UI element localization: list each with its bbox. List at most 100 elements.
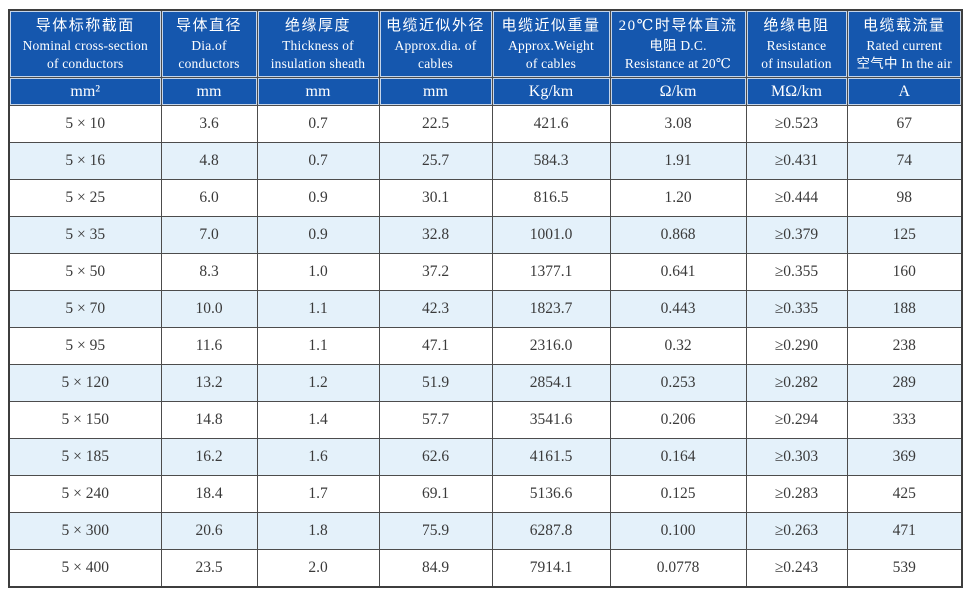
column-header-en: cables xyxy=(418,55,453,71)
column-header: 导体直径 Dia.of conductors xyxy=(160,9,258,78)
table-cell: 75.9 xyxy=(378,512,493,550)
table-cell: 0.443 xyxy=(609,290,747,328)
table-cell: 421.6 xyxy=(491,105,611,143)
table-cell: 5 × 35 xyxy=(8,216,162,254)
table-cell: ≥0.431 xyxy=(745,142,848,180)
table-cell: 1823.7 xyxy=(491,290,611,328)
table-cell: 98 xyxy=(846,179,963,217)
table-cell: 22.5 xyxy=(378,105,493,143)
table-cell: 5 × 150 xyxy=(8,401,162,439)
table-cell: ≥0.294 xyxy=(745,401,848,439)
table-cell: 0.0778 xyxy=(609,549,747,588)
table-cell: 0.253 xyxy=(609,364,747,402)
table-cell: 74 xyxy=(846,142,963,180)
table-row: 5 × 240 18.4 1.7 69.1 5136.6 0.125 ≥0.283 425 xyxy=(8,475,963,513)
table-cell: 584.3 xyxy=(491,142,611,180)
column-header-en: Approx.Weight xyxy=(508,37,594,53)
table-cell: 62.6 xyxy=(378,438,493,476)
unit-cell: Kg/km xyxy=(491,77,611,106)
table-cell: 1.4 xyxy=(256,401,380,439)
table-cell: 16.2 xyxy=(160,438,258,476)
table-cell: ≥0.243 xyxy=(745,549,848,588)
column-header-en: 电阻 D.C. xyxy=(649,37,707,53)
table-cell: 0.9 xyxy=(256,216,380,254)
table-cell: 20.6 xyxy=(160,512,258,550)
table-cell: 0.206 xyxy=(609,401,747,439)
table-cell: 13.2 xyxy=(160,364,258,402)
unit-cell: mm xyxy=(378,77,493,106)
unit-cell: mm xyxy=(160,77,258,106)
table-cell: 5 × 120 xyxy=(8,364,162,402)
table-cell: 5 × 95 xyxy=(8,327,162,365)
table-cell: 7.0 xyxy=(160,216,258,254)
column-header-zh: 绝缘厚度 xyxy=(284,17,351,34)
table-cell: 1001.0 xyxy=(491,216,611,254)
table-cell: 1.0 xyxy=(256,253,380,291)
table-cell: 18.4 xyxy=(160,475,258,513)
table-cell: 5 × 50 xyxy=(8,253,162,291)
table-cell: 8.3 xyxy=(160,253,258,291)
table-cell: 11.6 xyxy=(160,327,258,365)
table-cell: 14.8 xyxy=(160,401,258,439)
table-cell: 6.0 xyxy=(160,179,258,217)
table-row: 5 × 400 23.5 2.0 84.9 7914.1 0.0778 ≥0.243 539 xyxy=(8,549,963,588)
unit-cell: mm² xyxy=(8,77,162,106)
table-cell: 5 × 185 xyxy=(8,438,162,476)
column-header-zh: 导体直径 xyxy=(175,17,242,34)
units-row: mm² mm mm mm Kg/km Ω/km MΩ/km A xyxy=(8,77,963,106)
column-header-en: Resistance xyxy=(766,37,827,53)
table-cell: 42.3 xyxy=(378,290,493,328)
column-header-en: Approx.dia. of xyxy=(394,37,477,53)
table-cell: 84.9 xyxy=(378,549,493,588)
column-header: 20℃时导体直流 电阻 D.C. Resistance at 20℃ xyxy=(609,9,747,78)
table-cell: ≥0.290 xyxy=(745,327,848,365)
unit-cell: mm xyxy=(256,77,380,106)
table-cell: 1.6 xyxy=(256,438,380,476)
table-row: 5 × 35 7.0 0.9 32.8 1001.0 0.868 ≥0.379 125 xyxy=(8,216,963,254)
table-cell: 539 xyxy=(846,549,963,588)
table-cell: 57.7 xyxy=(378,401,493,439)
column-header-en: of cables xyxy=(525,55,577,71)
table-cell: 2.0 xyxy=(256,549,380,588)
table-cell: 6287.8 xyxy=(491,512,611,550)
table-cell: 5 × 300 xyxy=(8,512,162,550)
table-cell: ≥0.303 xyxy=(745,438,848,476)
table-cell: 471 xyxy=(846,512,963,550)
table-cell: 32.8 xyxy=(378,216,493,254)
table-row: 5 × 10 3.6 0.7 22.5 421.6 3.08 ≥0.523 67 xyxy=(8,105,963,143)
column-header-en: Rated current xyxy=(866,37,943,53)
table-cell: 289 xyxy=(846,364,963,402)
table-cell: 0.868 xyxy=(609,216,747,254)
column-header: 绝缘厚度 Thickness of insulation sheath xyxy=(256,9,380,78)
table-cell: 816.5 xyxy=(491,179,611,217)
table-row: 5 × 50 8.3 1.0 37.2 1377.1 0.641 ≥0.355 160 xyxy=(8,253,963,291)
table-row: 5 × 185 16.2 1.6 62.6 4161.5 0.164 ≥0.303 369 xyxy=(8,438,963,476)
table-cell: 2854.1 xyxy=(491,364,611,402)
table-cell: 5 × 240 xyxy=(8,475,162,513)
column-header: 电缆近似重量 Approx.Weight of cables xyxy=(491,9,611,78)
cable-spec-table: 导体标称截面 Nominal cross-section of conductors… xyxy=(8,9,963,588)
table-cell: 4161.5 xyxy=(491,438,611,476)
table-cell: 0.125 xyxy=(609,475,747,513)
column-header-en: of conductors xyxy=(47,55,124,71)
table-cell: 4.8 xyxy=(160,142,258,180)
column-header: 电缆近似外径 Approx.dia. of cables xyxy=(378,9,493,78)
column-header-zh: 绝缘电阻 xyxy=(763,17,830,34)
table-row: 5 × 25 6.0 0.9 30.1 816.5 1.20 ≥0.444 98 xyxy=(8,179,963,217)
table-cell: 1.2 xyxy=(256,364,380,402)
table-cell: ≥0.444 xyxy=(745,179,848,217)
table-cell: 1377.1 xyxy=(491,253,611,291)
unit-cell: A xyxy=(846,77,963,106)
column-header-en: Nominal cross-section xyxy=(22,37,148,53)
table-cell: 1.7 xyxy=(256,475,380,513)
header-row: 导体标称截面 Nominal cross-section of conductors… xyxy=(8,9,963,78)
column-header-zh: 电缆载流量 xyxy=(862,17,946,34)
table-cell: 25.7 xyxy=(378,142,493,180)
table-cell: 3.6 xyxy=(160,105,258,143)
column-header: 绝缘电阻 Resistance of insulation xyxy=(745,9,848,78)
column-header-en: Thickness of xyxy=(282,37,354,53)
table-cell: 0.100 xyxy=(609,512,747,550)
column-header-zh: 电缆近似外径 xyxy=(385,17,485,34)
table-cell: 369 xyxy=(846,438,963,476)
